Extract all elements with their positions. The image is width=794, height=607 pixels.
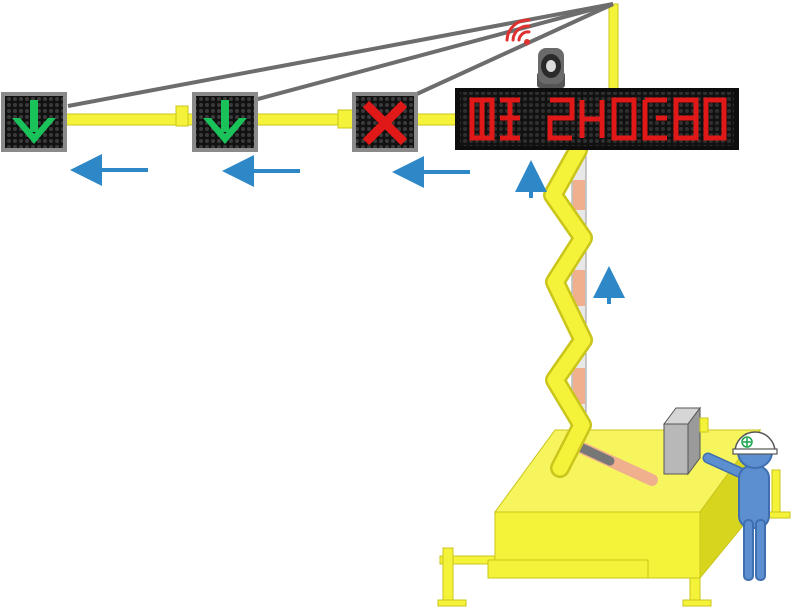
signal-panel-1	[1, 92, 67, 152]
telescopic-mast	[571, 149, 587, 426]
trailer-bumper	[487, 559, 649, 579]
direction-arrows	[70, 154, 625, 304]
jack-leg-rear	[771, 469, 781, 515]
down-arrow-icon	[12, 100, 56, 144]
control-box-icon	[663, 406, 709, 476]
top-pole	[608, 3, 619, 95]
hydraulic-cylinder-base	[576, 442, 658, 486]
x-mark-icon	[362, 100, 408, 146]
signal-panel-3	[352, 92, 418, 152]
led-message-board	[455, 88, 739, 150]
jack-leg-left	[442, 547, 454, 604]
jack-foot-right	[682, 599, 712, 607]
worker-figure	[702, 431, 778, 581]
down-arrow-icon	[203, 100, 247, 144]
message-board-glyphs	[469, 97, 727, 141]
wireless-signal-icon	[505, 18, 531, 45]
jack-foot-left	[437, 599, 467, 607]
camera-icon	[537, 48, 565, 88]
signal-panel-2	[192, 92, 258, 152]
hard-hat-icon	[732, 431, 778, 455]
